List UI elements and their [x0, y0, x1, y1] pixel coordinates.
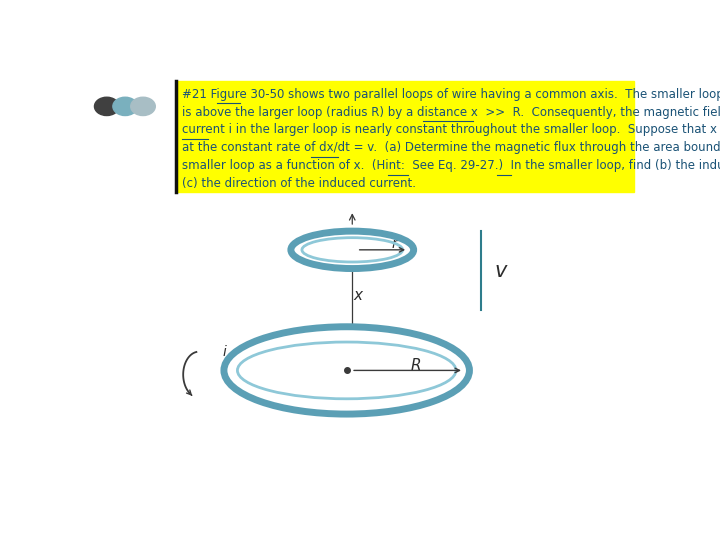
Circle shape — [131, 97, 156, 116]
FancyBboxPatch shape — [176, 82, 634, 192]
Text: current i in the larger loop is nearly constant throughout the smaller loop.  Su: current i in the larger loop is nearly c… — [182, 124, 720, 137]
Text: i: i — [222, 345, 227, 359]
Circle shape — [94, 97, 119, 116]
Text: #21 Figure 30-50 shows two parallel loops of wire having a common axis.  The sma: #21 Figure 30-50 shows two parallel loop… — [182, 87, 720, 100]
Text: (c) the direction of the induced current.: (c) the direction of the induced current… — [182, 177, 416, 190]
Text: x: x — [354, 288, 362, 303]
Text: v: v — [495, 261, 507, 281]
Text: R: R — [411, 357, 421, 373]
Text: r: r — [392, 237, 397, 251]
Text: at the constant rate of dx/dt = v.  (a) Determine the magnetic flux through the : at the constant rate of dx/dt = v. (a) D… — [182, 141, 720, 154]
Circle shape — [113, 97, 138, 116]
Text: is above the larger loop (radius R) by a distance x  >>  R.  Consequently, the m: is above the larger loop (radius R) by a… — [182, 105, 720, 119]
Text: smaller loop as a function of x.  (Hint:  See Eq. 29-27.)  In the smaller loop, : smaller loop as a function of x. (Hint: … — [182, 159, 720, 172]
